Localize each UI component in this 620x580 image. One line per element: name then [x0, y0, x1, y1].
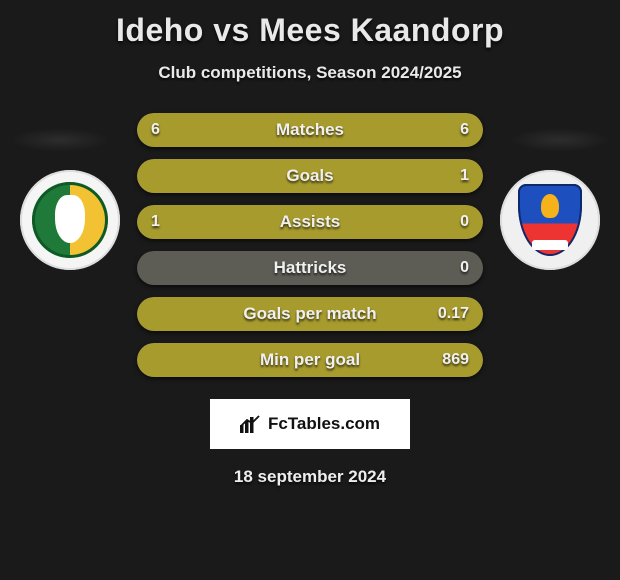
- stat-value-right: 1: [460, 159, 469, 193]
- stat-value-right: 0: [460, 205, 469, 239]
- chart-icon: [240, 415, 262, 433]
- comparison-card: Ideho vs Mees Kaandorp Club competitions…: [0, 0, 620, 580]
- brand-label: FcTables.com: [268, 414, 380, 434]
- stat-value-right: 6: [460, 113, 469, 147]
- subtitle: Club competitions, Season 2024/2025: [0, 63, 620, 83]
- stat-bar-right-fill: [310, 113, 483, 147]
- stat-value-right: 869: [442, 343, 469, 377]
- stat-bar-right-fill: [137, 343, 483, 377]
- stat-row: Goals per match0.17: [137, 297, 483, 331]
- team-crest-left: [20, 170, 120, 270]
- stat-value-right: 0: [460, 251, 469, 285]
- stat-row: Goals1: [137, 159, 483, 193]
- stat-value-left: 6: [151, 113, 160, 147]
- stat-value-left: 1: [151, 205, 160, 239]
- decor-shadow-left: [10, 128, 110, 152]
- stat-row: Matches66: [137, 113, 483, 147]
- stat-bar-left-fill: [137, 205, 483, 239]
- decor-shadow-right: [510, 128, 610, 152]
- stat-row: Hattricks0: [137, 251, 483, 285]
- stat-bar-right-fill: [137, 159, 483, 193]
- stats-list: Matches66Goals1Assists10Hattricks0Goals …: [137, 113, 483, 377]
- stat-row: Assists10: [137, 205, 483, 239]
- stat-bar-right-fill: [137, 297, 483, 331]
- crest-badge-icon: [500, 170, 600, 270]
- team-crest-right: [500, 170, 600, 270]
- brand-box: FcTables.com: [210, 399, 410, 449]
- page-title: Ideho vs Mees Kaandorp: [0, 12, 620, 49]
- crest-badge-icon: [20, 170, 120, 270]
- date-label: 18 september 2024: [0, 467, 620, 487]
- stat-value-right: 0.17: [438, 297, 469, 331]
- stat-bar-bg: [137, 251, 483, 285]
- stat-row: Min per goal869: [137, 343, 483, 377]
- stat-bar-left-fill: [137, 113, 310, 147]
